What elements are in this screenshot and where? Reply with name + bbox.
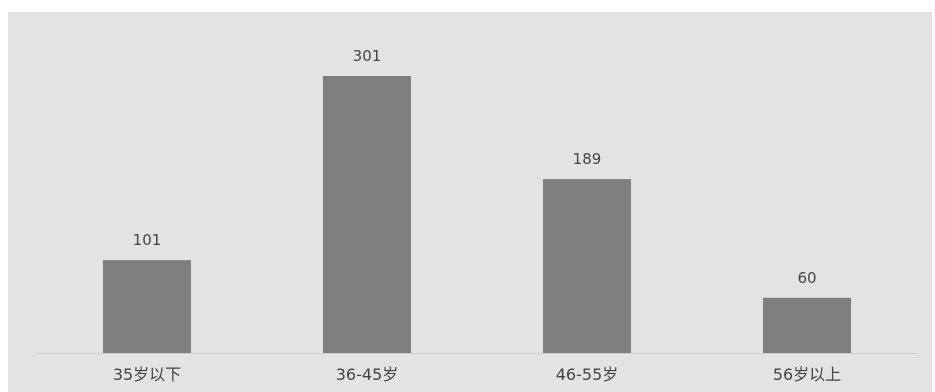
data-labels-group: 101 301 189 60 (133, 47, 817, 287)
x-tick-label-3: 46-55岁 (556, 365, 619, 384)
data-label-1: 101 (133, 231, 162, 249)
bars-group (103, 76, 851, 353)
data-label-4: 60 (797, 269, 816, 287)
bar-4 (763, 297, 851, 353)
bar-3 (543, 179, 631, 353)
data-label-2: 301 (353, 47, 382, 65)
x-tick-label-1: 35岁以下 (113, 365, 181, 384)
bar-1 (103, 260, 191, 353)
x-tick-label-2: 36-45岁 (336, 365, 399, 384)
bar-2 (323, 76, 411, 353)
x-tick-label-4: 56岁以上 (773, 365, 841, 384)
data-label-3: 189 (573, 150, 602, 168)
x-tick-labels-group: 35岁以下 36-45岁 46-55岁 56岁以上 (113, 365, 841, 384)
